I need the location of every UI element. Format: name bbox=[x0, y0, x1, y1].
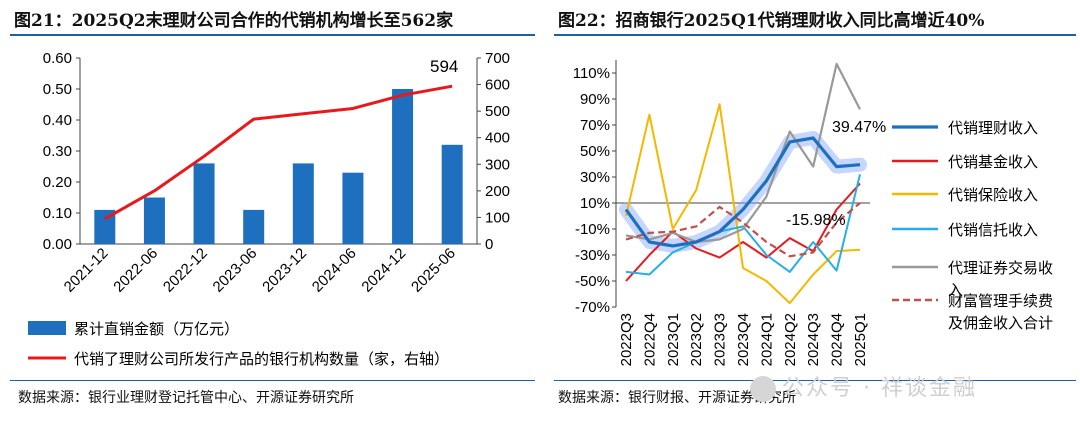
y-tick-label: -10% bbox=[575, 221, 610, 238]
right-y-tick-label: 700 bbox=[485, 50, 510, 67]
bar bbox=[193, 163, 215, 244]
legend-label-line: 代销了理财公司所发行产品的银行机构数量（家，右轴） bbox=[74, 351, 449, 368]
legend-label: 代销保险收入 bbox=[948, 187, 1038, 204]
x-tick-label: 2023-06 bbox=[210, 245, 261, 296]
left-title-rule bbox=[10, 34, 535, 36]
x-tick-label: 2024Q3 bbox=[805, 313, 822, 366]
legend-swatch-bar bbox=[28, 321, 66, 335]
institution-count-line bbox=[104, 84, 453, 221]
x-tick-label: 2023Q3 bbox=[712, 313, 729, 366]
right-figure-panel: 图22：招商银行2025Q1代销理财收入同比高增近40% 110% 90% 70% 5… bbox=[550, 0, 1080, 433]
watermark-text: 公众号 · 祥谈金融 bbox=[782, 376, 977, 401]
right-chart: 110% 90% 70% 50% 30% 10% -10% -30% -50% -70% 2022Q… bbox=[573, 60, 1053, 366]
watermark: 公众号 · 祥谈金融 bbox=[750, 370, 977, 402]
y-tick-label: 30% bbox=[580, 169, 610, 186]
bar bbox=[243, 209, 265, 244]
x-tick-label: 2024-06 bbox=[309, 245, 360, 296]
data-label-594: 594 bbox=[430, 57, 458, 76]
x-tick-label: 2024Q4 bbox=[829, 313, 846, 366]
series-line-highlight bbox=[624, 136, 861, 248]
x-tick-label: 2023Q4 bbox=[735, 313, 752, 366]
y-tick-label: 10% bbox=[580, 195, 610, 212]
right-y-tick-label: 400 bbox=[485, 130, 510, 147]
right-title-rule bbox=[554, 34, 1076, 36]
y-tick-label: -70% bbox=[575, 299, 610, 316]
x-tick-label: 2022Q4 bbox=[641, 313, 658, 366]
y-tick-label: -30% bbox=[575, 247, 610, 264]
legend-label-bar: 累计直销金额（万亿元） bbox=[74, 321, 239, 338]
left-y-tick-label: 0.20 bbox=[43, 174, 72, 191]
series-line bbox=[625, 182, 861, 282]
y-tick-label: 50% bbox=[580, 143, 610, 160]
x-tick-label: 2023Q2 bbox=[688, 313, 705, 366]
wechat-logo-icon bbox=[750, 376, 776, 402]
left-chart: 0.00 0.10 0.20 0.30 0.40 0.50 0.60 0 100 200 300 40… bbox=[28, 50, 510, 368]
y-tick-label: -50% bbox=[575, 273, 610, 290]
legend-label: 代销理财收入 bbox=[948, 120, 1038, 137]
right-y-tick-label: 200 bbox=[485, 183, 510, 200]
y-tick-label: 90% bbox=[580, 91, 610, 108]
series-line bbox=[625, 62, 861, 244]
legend-label: 代理证券交易收 bbox=[948, 259, 1053, 277]
bar bbox=[392, 89, 414, 244]
left-y-tick-label: 0.10 bbox=[43, 205, 72, 222]
right-y-tick-label: 500 bbox=[485, 103, 510, 120]
x-tick-label: 2025Q1 bbox=[852, 313, 869, 366]
right-y-tick-label: 300 bbox=[485, 156, 510, 173]
left-source-note: 数据来源：银行业理财登记托管中心、开源证券研究所 bbox=[18, 390, 354, 406]
legend-label: 入 bbox=[948, 282, 963, 299]
right-y-tick-label: 600 bbox=[485, 77, 510, 94]
series-line bbox=[625, 174, 861, 276]
left-y-tick-label: 0.60 bbox=[43, 50, 72, 67]
x-tick-label: 2022-12 bbox=[160, 245, 211, 296]
bar bbox=[441, 144, 463, 244]
left-y-tick-label: 0.30 bbox=[43, 143, 72, 160]
x-tick-label: 2022Q3 bbox=[618, 313, 635, 366]
right-y-tick-label: 0 bbox=[485, 236, 493, 253]
right-figure-title: 图22：招商银行2025Q1代销理财收入同比高增近40% bbox=[558, 11, 985, 31]
bar bbox=[143, 197, 165, 244]
y-tick-label: 70% bbox=[580, 117, 610, 134]
bar bbox=[292, 163, 314, 244]
right-source-rule bbox=[554, 380, 1076, 381]
bar bbox=[342, 172, 364, 244]
x-tick-label: 2024-12 bbox=[358, 245, 409, 296]
series-line bbox=[625, 202, 861, 258]
left-y-tick-label: 0.00 bbox=[43, 236, 72, 253]
right-source-note: 数据来源：银行财报、开源证券研究所 bbox=[558, 390, 796, 406]
right-y-tick-label: 100 bbox=[485, 209, 510, 226]
left-figure-title: 图21：2025Q2末理财公司合作的代销机构增长至562家 bbox=[14, 11, 454, 31]
left-y-tick-label: 0.40 bbox=[43, 112, 72, 129]
x-tick-label: 2022-06 bbox=[110, 245, 161, 296]
legend-label: 财富管理手续费 bbox=[948, 292, 1053, 310]
x-tick-label: 2024Q1 bbox=[758, 313, 775, 366]
legend-label: 代销基金收入 bbox=[948, 154, 1038, 171]
legend-label: 及佣金收入合计 bbox=[948, 315, 1053, 332]
series-line bbox=[625, 103, 861, 305]
left-figure-panel: 图21：2025Q2末理财公司合作的代销机构增长至562家 0.00 0.10 0.… bbox=[0, 0, 538, 433]
left-source-rule bbox=[10, 380, 535, 381]
y-tick-label: 110% bbox=[573, 65, 610, 82]
x-tick-label: 2023Q1 bbox=[665, 313, 682, 366]
data-label-39-47: 39.47% bbox=[832, 119, 886, 136]
x-tick-label: 2024Q2 bbox=[782, 313, 799, 366]
left-y-tick-label: 0.50 bbox=[43, 81, 72, 98]
legend-label: 代销信托收入 bbox=[948, 222, 1038, 239]
data-label-minus-15-98: -15.98% bbox=[786, 212, 846, 229]
x-tick-label: 2025-06 bbox=[408, 245, 459, 296]
bar bbox=[94, 209, 116, 244]
x-tick-label: 2023-12 bbox=[259, 245, 310, 296]
